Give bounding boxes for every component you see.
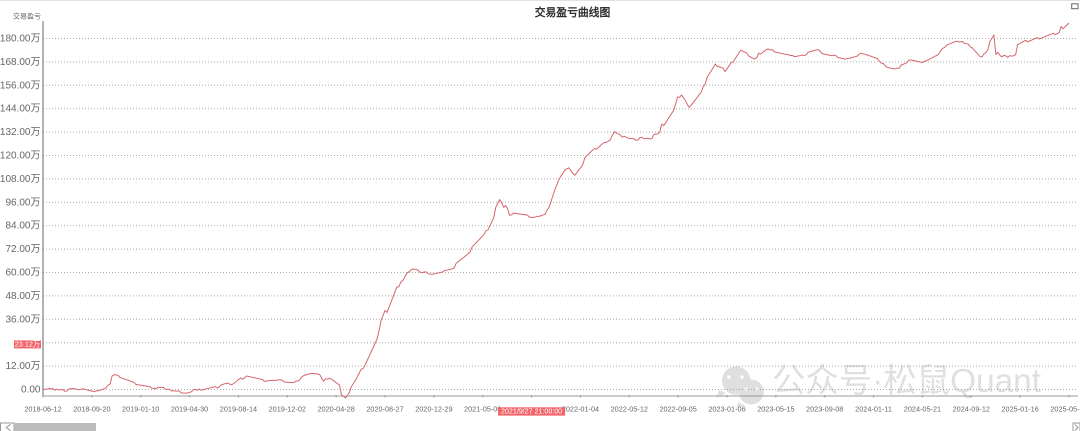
- svg-text:84.00万: 84.00万: [5, 221, 40, 232]
- svg-text:12.00万: 12.00万: [5, 361, 40, 372]
- svg-text:72.00万: 72.00万: [5, 244, 40, 255]
- svg-text:2024-09-12: 2024-09-12: [953, 404, 990, 413]
- svg-text:2021-05-06: 2021-05-06: [464, 404, 501, 413]
- svg-text:2020-04-28: 2020-04-28: [317, 404, 354, 413]
- svg-text:2022-09-05: 2022-09-05: [659, 404, 696, 413]
- svg-text:2018-09-20: 2018-09-20: [73, 404, 110, 413]
- svg-text:48.00万: 48.00万: [5, 291, 40, 302]
- svg-text:2023-09-08: 2023-09-08: [806, 404, 843, 413]
- svg-text:2024-05-21: 2024-05-21: [904, 404, 941, 413]
- svg-text:2022-01-04: 2022-01-04: [562, 404, 599, 413]
- svg-text:2022-05-12: 2022-05-12: [611, 404, 648, 413]
- svg-text:2018-06-12: 2018-06-12: [24, 404, 61, 413]
- svg-text:156.00万: 156.00万: [0, 80, 41, 91]
- svg-text:36.00万: 36.00万: [5, 314, 40, 325]
- svg-text:180.00万: 180.00万: [0, 34, 41, 45]
- svg-text:2019-01-10: 2019-01-10: [122, 404, 159, 413]
- svg-text:2023-05-15: 2023-05-15: [757, 404, 794, 413]
- svg-text:2021/9/27 21:00:00: 2021/9/27 21:00:00: [501, 407, 562, 415]
- svg-text:96.00万: 96.00万: [5, 197, 40, 208]
- svg-text:2019-04-30: 2019-04-30: [171, 404, 208, 413]
- svg-text:2020-08-27: 2020-08-27: [366, 404, 403, 413]
- svg-text:0.00: 0.00: [21, 385, 41, 396]
- svg-text:60.00万: 60.00万: [5, 268, 40, 279]
- svg-text:108.00万: 108.00万: [0, 174, 41, 185]
- svg-text:2020-12-29: 2020-12-29: [415, 404, 452, 413]
- svg-text:公众号·松鼠Quant: 公众号·松鼠Quant: [772, 363, 1042, 400]
- svg-text:2024-01-11: 2024-01-11: [855, 404, 892, 413]
- svg-text:2025-05-26: 2025-05-26: [1050, 404, 1080, 413]
- svg-text:144.00万: 144.00万: [0, 104, 41, 115]
- svg-text:120.00万: 120.00万: [0, 151, 41, 162]
- svg-text:23.12万: 23.12万: [15, 340, 41, 349]
- svg-text:2019-12-02: 2019-12-02: [269, 404, 306, 413]
- svg-text:交易盈亏: 交易盈亏: [13, 12, 41, 21]
- svg-text:2025-01-16: 2025-01-16: [1001, 404, 1038, 413]
- svg-text:2019-08-14: 2019-08-14: [220, 404, 257, 413]
- svg-text:168.00万: 168.00万: [0, 57, 41, 68]
- svg-text:132.00万: 132.00万: [0, 127, 41, 138]
